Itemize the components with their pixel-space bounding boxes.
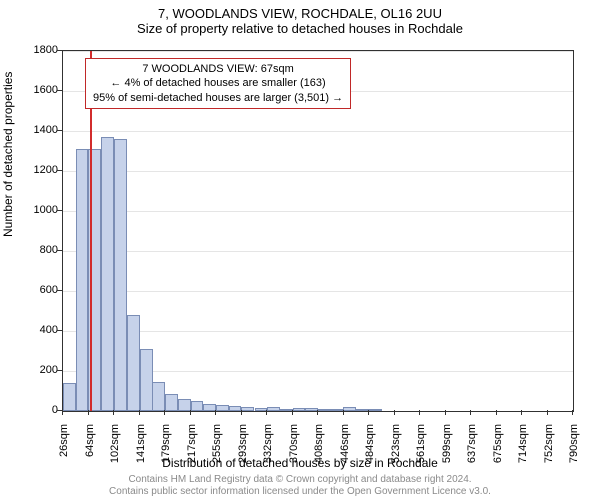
histogram-bar <box>114 139 127 411</box>
histogram-bar <box>343 407 356 411</box>
histogram-bar <box>152 382 165 411</box>
x-tick-mark <box>343 410 344 415</box>
histogram-bar <box>356 409 369 411</box>
histogram-bar <box>229 406 242 411</box>
x-tick-mark <box>521 410 522 415</box>
histogram-bar <box>127 315 140 411</box>
x-tick-mark <box>190 410 191 415</box>
histogram-bar <box>140 349 153 411</box>
grid-line <box>63 51 573 52</box>
x-tick-mark <box>394 410 395 415</box>
y-tick-label: 1200 <box>34 164 58 176</box>
histogram-bar <box>241 407 254 411</box>
x-tick-mark <box>317 410 318 415</box>
y-tick-label: 1800 <box>34 44 58 56</box>
chart-container: 7, WOODLANDS VIEW, ROCHDALE, OL16 2UU Si… <box>0 0 600 500</box>
y-tick-mark <box>57 210 62 211</box>
grid-line <box>63 291 573 292</box>
footer-line-2: Contains public sector information licen… <box>0 486 600 498</box>
footer-line-1: Contains HM Land Registry data © Crown c… <box>0 474 600 486</box>
y-tick-mark <box>57 290 62 291</box>
x-tick-mark <box>266 410 267 415</box>
x-tick-mark <box>215 410 216 415</box>
y-tick-mark <box>57 170 62 171</box>
annotation-callout: 7 WOODLANDS VIEW: 67sqm ← 4% of detached… <box>85 58 351 109</box>
y-tick-label: 1400 <box>34 124 58 136</box>
y-tick-label: 800 <box>40 244 58 256</box>
histogram-bar <box>63 383 76 411</box>
x-tick-mark <box>241 410 242 415</box>
x-tick-mark <box>139 410 140 415</box>
x-tick-mark <box>113 410 114 415</box>
y-tick-mark <box>57 250 62 251</box>
histogram-bar <box>293 408 306 411</box>
y-tick-mark <box>57 130 62 131</box>
histogram-bar <box>267 407 280 411</box>
x-tick-mark <box>88 410 89 415</box>
annotation-line-3: 95% of semi-detached houses are larger (… <box>93 91 343 105</box>
chart-title-sub: Size of property relative to detached ho… <box>0 21 600 40</box>
y-tick-mark <box>57 50 62 51</box>
y-tick-mark <box>57 370 62 371</box>
annotation-line-1: 7 WOODLANDS VIEW: 67sqm <box>93 62 343 76</box>
y-tick-label: 400 <box>40 324 58 336</box>
grid-line <box>63 171 573 172</box>
x-tick-mark <box>470 410 471 415</box>
x-tick-mark <box>547 410 548 415</box>
histogram-bar <box>191 401 204 411</box>
annotation-line-2: ← 4% of detached houses are smaller (163… <box>93 76 343 90</box>
x-tick-mark <box>292 410 293 415</box>
x-tick-mark <box>445 410 446 415</box>
histogram-bar <box>216 405 229 411</box>
x-tick-mark <box>496 410 497 415</box>
footer-attribution: Contains HM Land Registry data © Crown c… <box>0 474 600 498</box>
histogram-bar <box>318 409 331 411</box>
y-tick-mark <box>57 330 62 331</box>
y-tick-label: 600 <box>40 284 58 296</box>
histogram-bar <box>165 394 178 411</box>
x-tick-mark <box>419 410 420 415</box>
x-tick-mark <box>164 410 165 415</box>
chart-title-main: 7, WOODLANDS VIEW, ROCHDALE, OL16 2UU <box>0 0 600 21</box>
x-tick-mark <box>368 410 369 415</box>
y-tick-label: 200 <box>40 364 58 376</box>
x-tick-mark <box>572 410 573 415</box>
grid-line <box>63 211 573 212</box>
grid-line <box>63 251 573 252</box>
histogram-bar <box>101 137 114 411</box>
y-tick-mark <box>57 90 62 91</box>
y-tick-label: 1600 <box>34 84 58 96</box>
x-tick-mark <box>62 410 63 415</box>
y-axis-label: Number of detached properties <box>1 72 15 237</box>
y-tick-label: 1000 <box>34 204 58 216</box>
x-axis-label: Distribution of detached houses by size … <box>0 456 600 470</box>
histogram-bar <box>369 409 382 411</box>
grid-line <box>63 131 573 132</box>
histogram-bar <box>76 149 89 411</box>
